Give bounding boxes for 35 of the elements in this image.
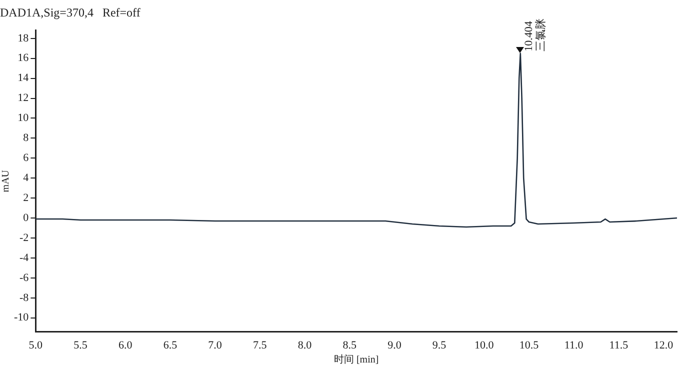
x-tick-label: 9.5: [432, 339, 447, 352]
x-tick-label: 6.0: [118, 339, 133, 352]
y-tick-label: 2: [23, 192, 29, 204]
x-tick-label: 8.5: [342, 339, 357, 352]
x-tick-label: 5.0: [28, 339, 44, 352]
y-axis-title: mAU: [0, 169, 12, 192]
y-tick-label: 6: [23, 152, 30, 164]
x-tick-label: 9.0: [388, 339, 402, 352]
x-tick-label: 10.0: [474, 339, 494, 352]
y-tick-label: 14: [18, 72, 30, 84]
x-tick-label: 6.5: [163, 339, 178, 352]
x-tick-label: 12.0: [654, 339, 674, 352]
y-tick-label: 8: [23, 132, 30, 144]
annotation: 10.404: [522, 20, 535, 52]
y-tick-label: 10: [18, 112, 30, 124]
x-tick-label: 10.5: [519, 339, 540, 352]
chart-title: DAD1A,Sig=370,4 Ref=off: [0, 5, 140, 20]
y-tick-label: 4: [23, 172, 30, 184]
y-tick-label: -2: [19, 232, 29, 244]
x-axis-title: 时间 [min]: [334, 354, 379, 366]
x-tick-label: 11.5: [609, 339, 629, 352]
x-tick-label: 5.5: [74, 339, 88, 352]
y-tick-label: 12: [18, 92, 29, 104]
y-tick-label: -8: [19, 292, 30, 304]
y-tick-label: -4: [19, 252, 30, 264]
x-tick-label: 11.0: [564, 339, 584, 352]
x-tick-label: 7.0: [208, 339, 222, 352]
y-tick-label: 16: [18, 52, 30, 64]
x-tick-label: 7.5: [253, 339, 268, 352]
y-tick-label: -6: [19, 272, 30, 284]
y-tick-label: 0: [23, 212, 30, 224]
x-tick-label: 8.0: [298, 339, 312, 352]
y-tick-label: 18: [18, 32, 30, 44]
y-tick-label: -10: [14, 312, 30, 324]
annotation: 三氯脒: [534, 18, 547, 52]
